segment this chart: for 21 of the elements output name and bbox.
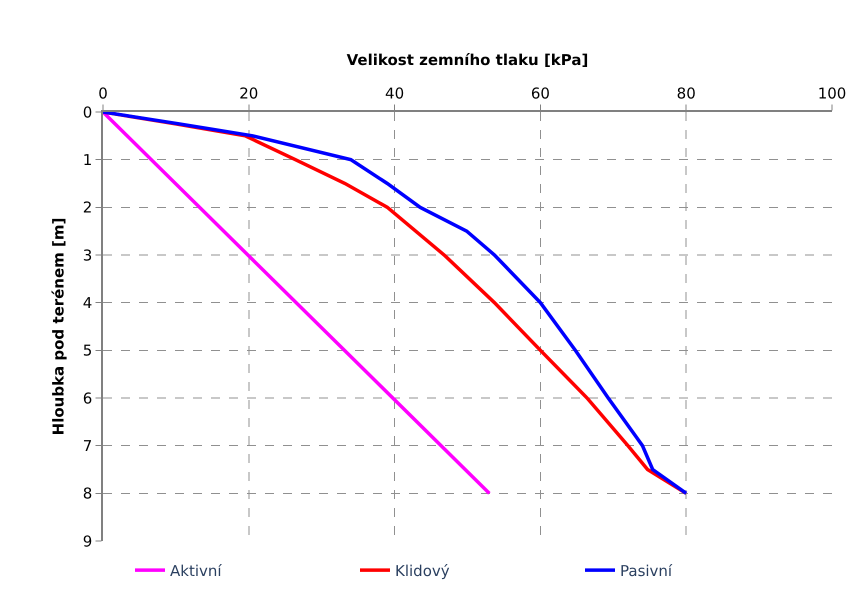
x-tick-label: 0	[98, 84, 108, 102]
y-tick-label: 9	[82, 532, 92, 550]
y-tick-label: 5	[82, 342, 92, 360]
y-tick-label: 2	[82, 198, 92, 217]
x-tick-label: 60	[530, 84, 550, 102]
y-tick-label: 4	[82, 294, 92, 312]
x-tick-label: 40	[385, 84, 404, 102]
legend-label: Klidový	[395, 562, 450, 580]
legend-label: Pasivní	[620, 562, 673, 580]
legend-label: Aktivní	[170, 562, 222, 580]
x-tick-label: 100	[818, 84, 846, 102]
y-axis-title: Hloubka pod terénem [m]	[49, 218, 68, 436]
x-tick-label: 20	[239, 84, 258, 102]
y-tick-label: 8	[82, 484, 92, 503]
x-axis-title: Velikost zemního tlaku [kPa]	[346, 51, 588, 69]
y-tick-label: 7	[82, 436, 92, 455]
y-tick-label: 0	[82, 103, 92, 122]
y-tick-label: 3	[82, 246, 92, 264]
x-tick-label: 80	[676, 84, 696, 102]
y-tick-label: 1	[82, 150, 92, 169]
y-tick-label: 6	[82, 389, 92, 408]
